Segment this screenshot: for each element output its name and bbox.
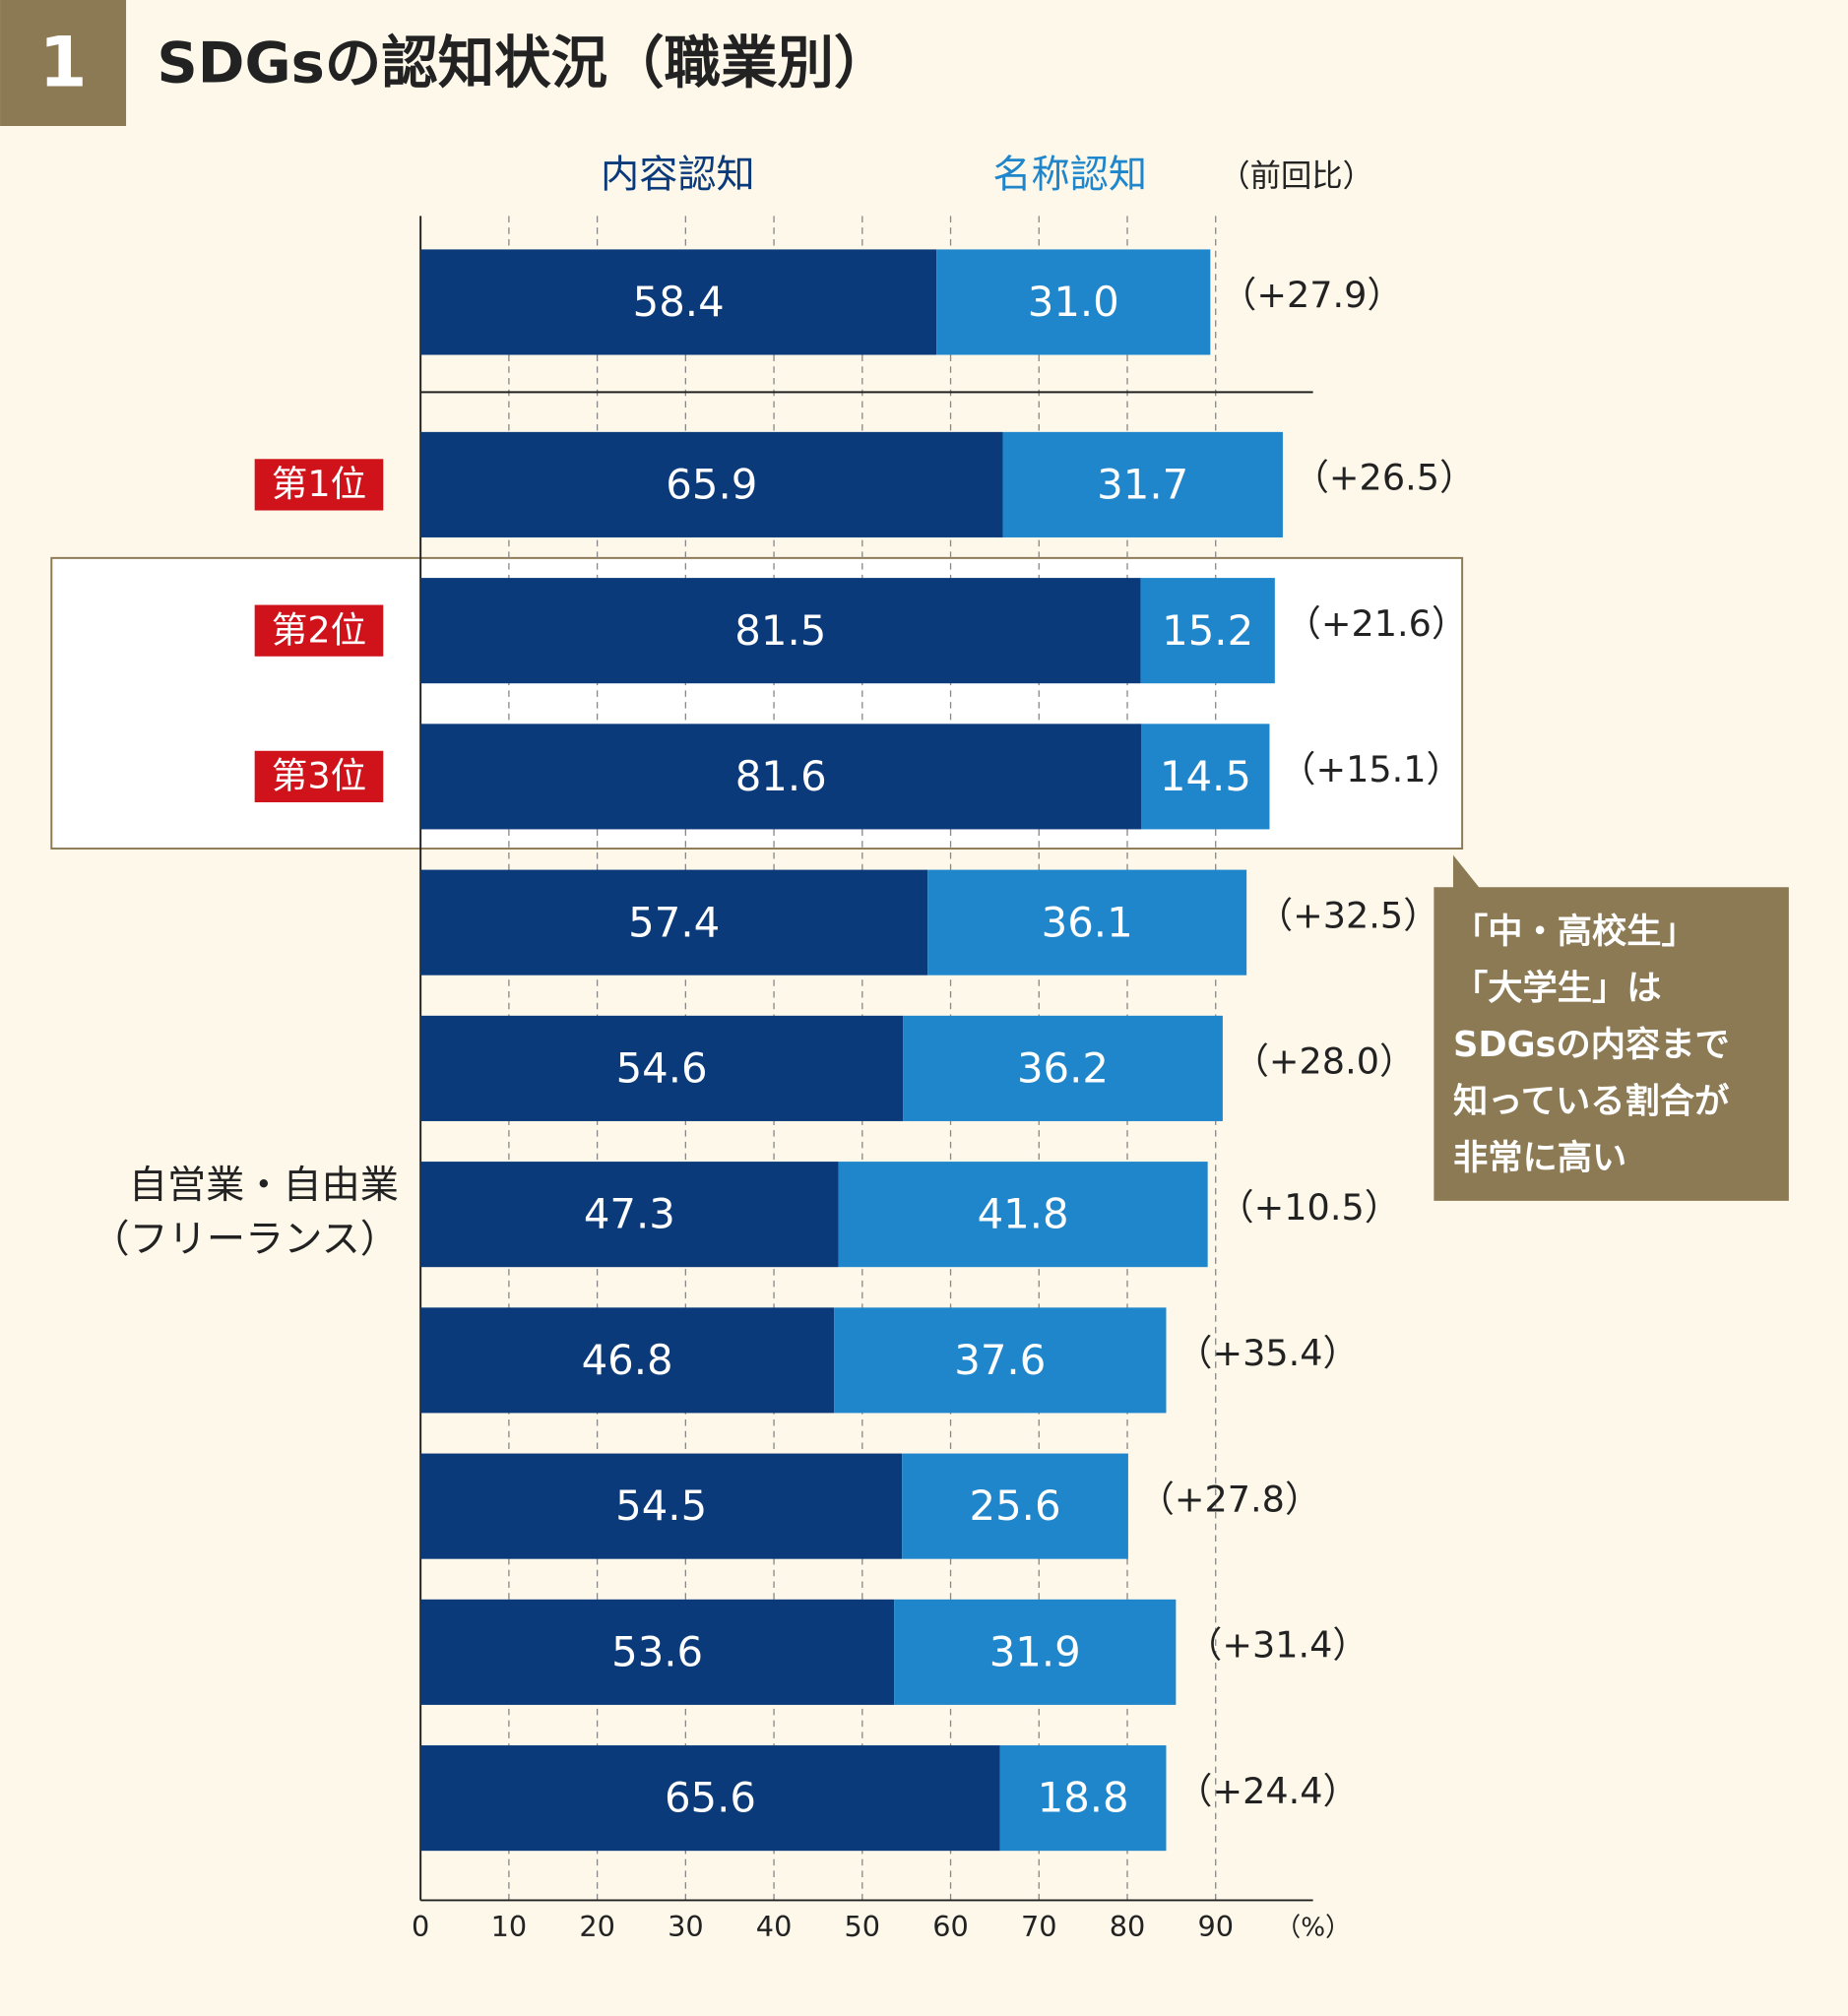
bar [999, 1745, 1167, 1852]
value-label: 15.2 [1162, 606, 1253, 655]
value-label: 36.2 [1017, 1044, 1109, 1093]
annotation-box [1434, 854, 1789, 1201]
rank-badge [254, 604, 384, 657]
x-tick-label: 60 [932, 1910, 969, 1943]
x-tick-label: 0 [412, 1910, 429, 1943]
bar [420, 578, 1141, 684]
value-label: 46.8 [582, 1336, 673, 1384]
x-tick-label: 20 [579, 1910, 615, 1943]
bar [420, 724, 1142, 830]
value-label: 58.4 [633, 278, 725, 326]
annotation-text: 知っている割合が [1453, 1082, 1730, 1122]
legend-label: 名称認知 [992, 154, 1147, 198]
change-label: （+26.5） [1293, 457, 1475, 499]
legend-label: 内容認知 [601, 154, 755, 198]
bar [936, 249, 1211, 355]
annotation-text: 「大学生」は [1453, 969, 1662, 1009]
value-label: 81.6 [735, 752, 827, 800]
rank-badge [254, 459, 384, 511]
x-tick-label: 80 [1110, 1910, 1146, 1943]
change-label: （+24.4） [1177, 1770, 1359, 1812]
rank-label: 第3位 [272, 755, 366, 797]
value-label: 65.6 [665, 1774, 756, 1822]
rank-label: 第2位 [272, 608, 366, 651]
change-label: （+21.6） [1285, 602, 1467, 645]
x-tick-label: 40 [756, 1910, 793, 1943]
value-label: 31.0 [1028, 278, 1119, 326]
bar [1141, 724, 1270, 830]
annotation-text: SDGsの内容まで [1453, 1025, 1730, 1065]
change-label: （+15.1） [1280, 748, 1462, 790]
bar [420, 869, 928, 976]
value-label: 53.6 [611, 1627, 703, 1675]
value-label: 81.5 [734, 606, 826, 655]
bar [420, 1453, 903, 1559]
x-unit: （%） [1275, 1914, 1351, 1943]
bar [894, 1599, 1177, 1705]
value-label: 18.8 [1038, 1774, 1129, 1822]
value-label: 31.7 [1097, 461, 1188, 509]
bar [903, 1015, 1223, 1121]
bar [420, 431, 1003, 537]
bar [834, 1307, 1167, 1414]
value-label: 31.9 [989, 1627, 1081, 1675]
annotation-text: 「中・高校生」 [1453, 912, 1696, 952]
change-label: （+28.0） [1233, 1040, 1415, 1083]
change-label: （+35.4） [1177, 1332, 1359, 1374]
value-label: 57.4 [628, 898, 720, 946]
x-tick-label: 30 [668, 1910, 704, 1943]
figure-badge [0, 0, 127, 126]
value-label: 36.1 [1042, 898, 1133, 946]
rank-label: 第1位 [272, 463, 366, 505]
x-tick-label: 50 [845, 1910, 881, 1943]
value-label: 54.6 [616, 1044, 708, 1093]
value-label: 54.5 [615, 1481, 707, 1530]
x-tick-label: 90 [1197, 1910, 1234, 1943]
bar [1140, 578, 1275, 684]
value-label: 41.8 [978, 1190, 1069, 1238]
bar [838, 1162, 1208, 1268]
change-label: （+27.8） [1138, 1478, 1320, 1520]
bar [927, 869, 1247, 976]
change-label: （+10.5） [1218, 1186, 1400, 1228]
legend-change: （前回比） [1219, 158, 1373, 194]
change-label: （+27.9） [1221, 274, 1403, 316]
value-label: 14.5 [1160, 752, 1251, 800]
bar [420, 1599, 895, 1705]
value-label: 47.3 [584, 1190, 675, 1238]
x-tick-label: 10 [491, 1910, 528, 1943]
bar [420, 1162, 839, 1268]
value-label: 65.9 [666, 461, 757, 509]
x-tick-label: 70 [1021, 1910, 1057, 1943]
rank-badge [254, 750, 384, 803]
chart-title: SDGsの認知状況（職業別） [157, 31, 890, 96]
value-label: 37.6 [954, 1336, 1046, 1384]
bar [420, 1307, 835, 1414]
change-label: （+32.5） [1257, 894, 1439, 936]
value-label: 25.6 [970, 1481, 1061, 1530]
bar [1002, 431, 1283, 537]
bar [420, 249, 937, 355]
bar [420, 1015, 904, 1121]
bar [902, 1453, 1128, 1559]
figure-number: 1 [39, 22, 88, 102]
y-tick-label: 自営業・自由業（フリーランス） [91, 1164, 399, 1262]
bar [420, 1745, 1000, 1852]
annotation-text: 非常に高い [1453, 1138, 1626, 1178]
change-label: （+31.4） [1186, 1624, 1369, 1667]
